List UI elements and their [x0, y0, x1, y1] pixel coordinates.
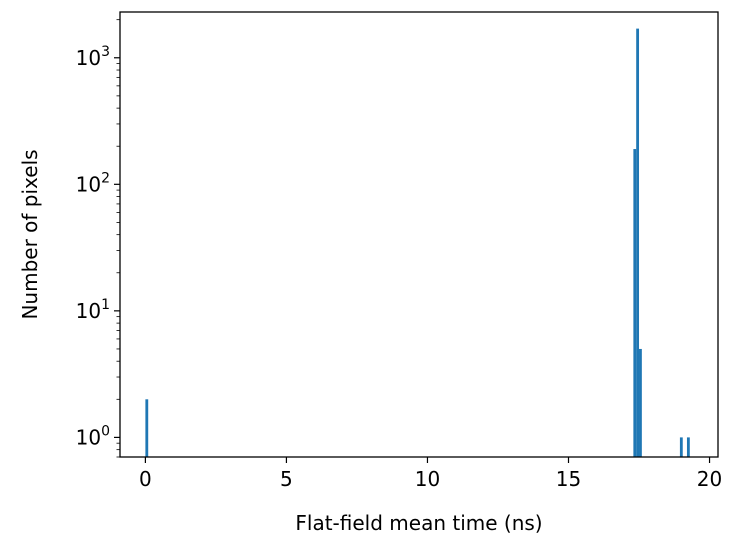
y-tick-label: 101 — [76, 297, 110, 323]
plot-frame — [119, 11, 719, 458]
y-axis-label: Number of pixels — [18, 149, 42, 319]
x-tick-label: 20 — [697, 467, 722, 491]
histogram-bar — [636, 28, 640, 458]
y-tick-label: 103 — [76, 44, 110, 70]
x-tick-label: 15 — [556, 467, 581, 491]
y-tick-label: 102 — [76, 170, 110, 196]
plot-background — [120, 12, 718, 457]
x-tick-label: 0 — [139, 467, 152, 491]
bars-group — [145, 28, 690, 458]
x-axis-ticks: 0 5 10 15 20 — [139, 457, 722, 491]
histogram-bar — [686, 437, 690, 457]
histogram-bar — [633, 149, 637, 457]
histogram-bar — [145, 399, 149, 457]
y-axis-ticks: 100 101 102 103 — [76, 19, 120, 458]
y-tick-label: 100 — [76, 423, 110, 449]
x-axis-label: Flat-field mean time (ns) — [295, 511, 542, 535]
x-tick-label: 5 — [280, 467, 293, 491]
histogram-bar — [639, 348, 642, 457]
x-tick-label: 10 — [415, 467, 440, 491]
histogram-bar — [679, 437, 683, 457]
